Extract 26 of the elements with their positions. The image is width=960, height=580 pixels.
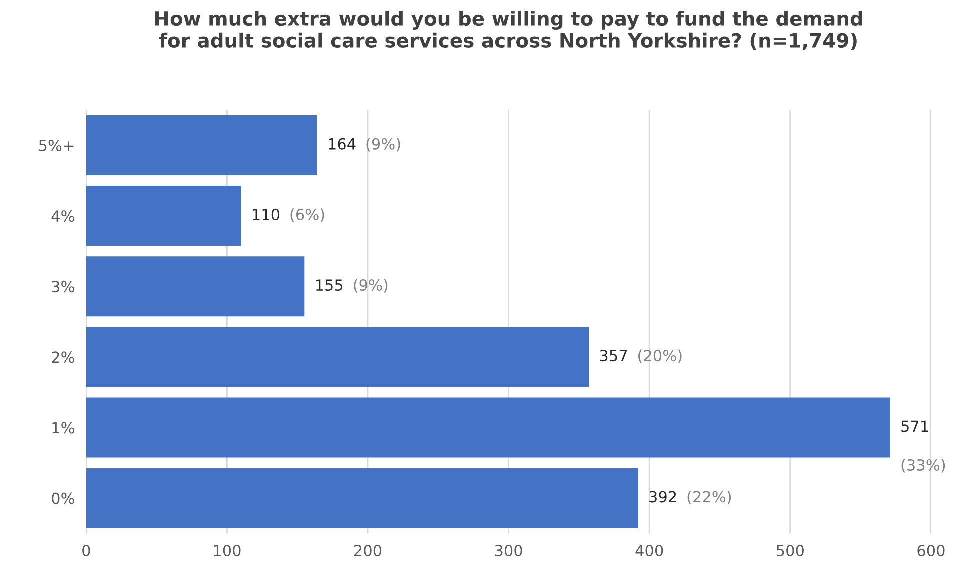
bar xyxy=(86,186,242,246)
y-tick-label: 4% xyxy=(52,210,74,222)
text: 571 (33%) xyxy=(902,420,946,473)
y-tick-label: 1% xyxy=(52,422,74,434)
y-tick-label: 2% xyxy=(52,352,74,364)
x-tick-label: 300 xyxy=(495,544,522,557)
data-label: 155 (9%) xyxy=(316,279,388,293)
bar xyxy=(86,327,590,388)
y-tick-label: 0% xyxy=(52,492,74,504)
x-tick-label: 0 xyxy=(82,544,90,557)
x-tick-label: 600 xyxy=(918,544,945,557)
data-label: 392 (22%) xyxy=(650,490,732,505)
y-tick-label: 5%+ xyxy=(39,140,74,152)
x-tick-label: 200 xyxy=(354,544,382,557)
data-label: 110 (6%) xyxy=(253,208,324,222)
data-label: 357 (20%) xyxy=(600,350,682,364)
x-tick-label: 100 xyxy=(214,544,241,557)
bar xyxy=(86,468,638,528)
bar xyxy=(86,398,890,458)
data-label: 164 (9%) xyxy=(329,138,400,152)
chart-title: How much extra would you be willing to pay to fund the demand for adult social care services across North Yorkshire? (n=1,749) xyxy=(155,11,862,50)
bar xyxy=(86,115,318,176)
bar xyxy=(86,256,305,317)
x-tick-label: 500 xyxy=(777,544,804,557)
y-tick-label: 3% xyxy=(52,281,74,293)
x-tick-label: 400 xyxy=(636,544,664,557)
